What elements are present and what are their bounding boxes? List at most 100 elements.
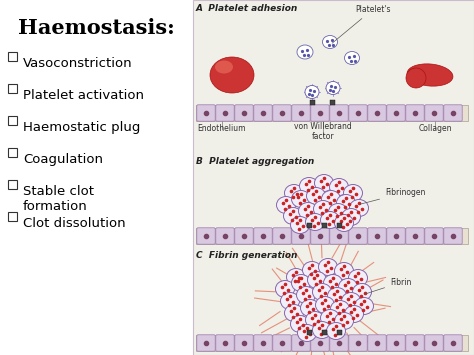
Text: Clot dissolution: Clot dissolution [23,217,126,230]
Text: Endothelium: Endothelium [198,124,246,133]
FancyBboxPatch shape [337,330,343,335]
FancyBboxPatch shape [308,223,312,228]
FancyBboxPatch shape [197,335,215,351]
Ellipse shape [298,324,317,342]
FancyBboxPatch shape [292,228,310,244]
FancyBboxPatch shape [8,116,17,125]
FancyBboxPatch shape [387,105,405,121]
FancyBboxPatch shape [197,105,215,121]
FancyBboxPatch shape [330,335,348,351]
FancyBboxPatch shape [330,100,336,105]
Ellipse shape [328,288,346,305]
Ellipse shape [323,274,343,291]
Ellipse shape [355,297,374,315]
Ellipse shape [286,268,306,285]
Ellipse shape [300,178,319,195]
Ellipse shape [349,200,368,217]
FancyBboxPatch shape [406,335,424,351]
FancyBboxPatch shape [310,100,316,105]
Text: A  Platelet adhesion: A Platelet adhesion [196,4,298,13]
Ellipse shape [322,36,337,49]
Ellipse shape [306,311,325,328]
Ellipse shape [275,280,294,297]
FancyBboxPatch shape [196,105,468,121]
FancyBboxPatch shape [444,335,462,351]
Ellipse shape [338,279,357,295]
Ellipse shape [326,82,340,94]
Ellipse shape [330,300,349,317]
Text: Platelet's: Platelet's [332,5,391,43]
Ellipse shape [335,312,354,329]
FancyBboxPatch shape [273,335,291,351]
FancyBboxPatch shape [322,330,328,335]
Ellipse shape [345,306,364,322]
Ellipse shape [320,212,339,229]
FancyBboxPatch shape [235,105,253,121]
Text: Stable clot
formation: Stable clot formation [23,185,94,213]
Ellipse shape [313,201,332,218]
Ellipse shape [283,208,302,224]
FancyBboxPatch shape [254,105,272,121]
Ellipse shape [327,322,346,339]
Ellipse shape [315,175,334,191]
FancyBboxPatch shape [322,223,328,228]
Ellipse shape [321,191,340,208]
Ellipse shape [297,45,313,59]
FancyBboxPatch shape [0,0,195,355]
FancyBboxPatch shape [444,105,462,121]
FancyBboxPatch shape [406,105,424,121]
FancyBboxPatch shape [273,228,291,244]
Ellipse shape [297,286,316,304]
FancyBboxPatch shape [425,228,443,244]
Ellipse shape [291,217,310,234]
FancyBboxPatch shape [273,105,291,121]
FancyBboxPatch shape [425,335,443,351]
Ellipse shape [301,300,319,317]
Ellipse shape [305,86,319,98]
FancyBboxPatch shape [387,335,405,351]
Ellipse shape [302,262,321,279]
Ellipse shape [281,293,300,310]
FancyBboxPatch shape [330,105,348,121]
Ellipse shape [312,284,331,300]
FancyBboxPatch shape [444,228,462,244]
FancyBboxPatch shape [235,335,253,351]
FancyBboxPatch shape [235,228,253,244]
Text: Haemostasis:: Haemostasis: [18,18,174,38]
Text: Fibrinogen: Fibrinogen [360,188,425,204]
Ellipse shape [407,64,453,86]
Ellipse shape [319,258,337,275]
Ellipse shape [353,284,372,300]
Ellipse shape [329,179,348,196]
Ellipse shape [307,187,326,204]
Text: Coagulation: Coagulation [23,153,103,166]
FancyBboxPatch shape [368,335,386,351]
FancyBboxPatch shape [8,212,17,221]
FancyBboxPatch shape [406,228,424,244]
FancyBboxPatch shape [8,148,17,157]
FancyBboxPatch shape [197,228,215,244]
FancyBboxPatch shape [311,228,329,244]
Text: Fibrin: Fibrin [365,278,411,294]
Text: Platelet activation: Platelet activation [23,89,144,102]
Ellipse shape [328,203,347,220]
Ellipse shape [308,272,327,289]
Ellipse shape [210,57,254,93]
FancyBboxPatch shape [308,330,312,335]
Ellipse shape [299,202,318,219]
FancyBboxPatch shape [349,105,367,121]
FancyBboxPatch shape [8,84,17,93]
Text: Collagen: Collagen [418,124,452,133]
Ellipse shape [316,296,335,313]
Ellipse shape [406,68,426,88]
FancyBboxPatch shape [196,228,468,244]
Ellipse shape [348,269,367,286]
FancyBboxPatch shape [387,228,405,244]
FancyBboxPatch shape [216,228,234,244]
Ellipse shape [276,197,295,213]
FancyBboxPatch shape [425,105,443,121]
Ellipse shape [320,310,339,327]
Ellipse shape [345,51,359,65]
Ellipse shape [335,262,354,279]
Text: Haemostatic plug: Haemostatic plug [23,121,140,134]
